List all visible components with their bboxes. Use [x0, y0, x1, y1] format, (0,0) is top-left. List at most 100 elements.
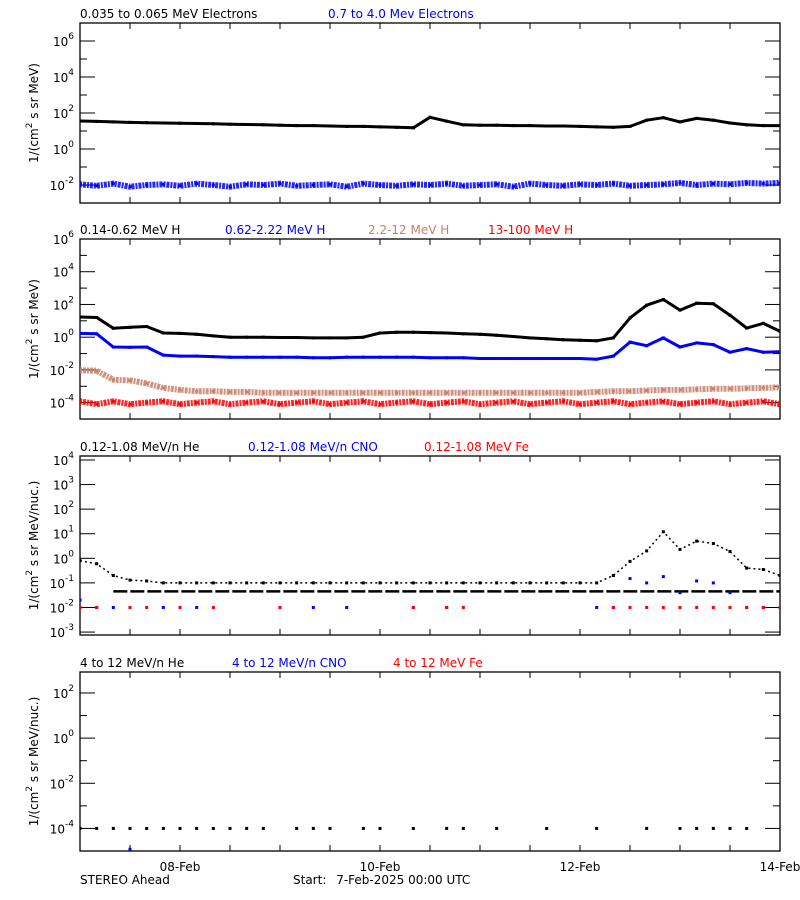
data-point: [545, 581, 549, 585]
data-point: [178, 581, 182, 585]
data-point: [561, 338, 565, 342]
data-point: [445, 826, 449, 830]
data-point: [461, 391, 465, 395]
data-point: [661, 182, 665, 186]
data-point: [728, 826, 732, 830]
data-point: [661, 399, 665, 403]
data-point: [711, 343, 715, 347]
data-point: [495, 123, 499, 127]
data-point: [461, 332, 465, 336]
data-point: [745, 326, 749, 330]
data-point: [728, 549, 732, 553]
data-point: [295, 391, 299, 395]
data-point: [495, 391, 499, 395]
data-point: [695, 401, 699, 405]
data-point: [178, 354, 182, 358]
plot-frame: [79, 455, 781, 636]
data-point: [161, 353, 165, 357]
data-point: [428, 356, 432, 360]
data-point: [661, 388, 665, 392]
data-point: [395, 330, 399, 334]
data-point: [95, 184, 99, 188]
data-point: [545, 124, 549, 128]
data-point: [645, 401, 649, 405]
data-point: [611, 125, 615, 129]
data-point: [345, 355, 349, 359]
data-point: [178, 184, 182, 188]
data-point: [445, 356, 449, 360]
data-point: [728, 313, 732, 317]
data-point: [245, 355, 249, 359]
data-point: [278, 336, 282, 340]
data-point: [328, 391, 332, 395]
data-point: [711, 302, 715, 306]
data-point: [111, 399, 115, 403]
series-4-to-12-mev-n-he: [80, 826, 749, 830]
data-point: [595, 183, 599, 187]
data-point: [545, 183, 549, 187]
data-point: [561, 391, 565, 395]
data-point: [328, 826, 332, 830]
data-point: [478, 391, 482, 395]
data-point: [595, 357, 599, 361]
data-point: [228, 826, 232, 830]
y-tick-label: 10-4: [50, 819, 75, 836]
data-point: [80, 605, 82, 609]
data-point: [595, 339, 599, 343]
data-point: [145, 345, 149, 349]
x-tick-label: 14-Feb: [760, 860, 800, 874]
data-point: [161, 399, 165, 403]
data-point: [295, 336, 299, 340]
data-point: [511, 356, 515, 360]
y-tick-label: 104: [53, 451, 74, 468]
data-point: [128, 325, 132, 329]
data-point: [578, 356, 582, 360]
data-point: [145, 183, 149, 187]
data-point: [761, 399, 765, 403]
data-point: [328, 336, 332, 340]
data-point: [195, 354, 199, 358]
data-point: [328, 124, 332, 128]
data-point: [711, 605, 715, 609]
data-point: [461, 399, 465, 403]
y-tick-label: 102: [53, 295, 74, 312]
data-point: [195, 389, 199, 393]
data-point: [678, 120, 682, 124]
data-point: [761, 350, 765, 354]
y-tick-label: 100: [53, 549, 74, 566]
data-point: [778, 573, 780, 577]
data-point: [278, 355, 282, 359]
data-point: [378, 355, 382, 359]
data-point: [645, 389, 649, 393]
data-point: [128, 345, 132, 349]
data-point: [428, 183, 432, 187]
data-point: [695, 539, 699, 543]
data-point: [261, 826, 265, 830]
y-tick-label: 10-2: [50, 598, 74, 615]
y-axis-label: 1/(cm2 s sr MeV/nuc.): [25, 697, 41, 827]
data-point: [678, 826, 682, 830]
data-point: [678, 591, 682, 595]
legend-entry: 0.12-1.08 MeV Fe: [424, 440, 529, 454]
data-point: [328, 182, 332, 186]
data-point: [528, 402, 532, 406]
data-point: [95, 369, 99, 373]
data-point: [745, 123, 749, 127]
data-point: [378, 402, 382, 406]
data-point: [628, 605, 632, 609]
data-point: [311, 391, 315, 395]
data-point: [628, 340, 632, 344]
y-tick-label: 102: [53, 684, 74, 701]
data-point: [478, 581, 482, 585]
data-point: [161, 826, 165, 830]
data-point: [645, 183, 649, 187]
data-point: [311, 605, 315, 609]
data-point: [395, 355, 399, 359]
data-point: [80, 119, 82, 123]
series-0-12-1-08-mev-fe: [80, 605, 780, 609]
data-point: [528, 336, 532, 340]
y-tick-label: 10-1: [50, 574, 74, 591]
data-point: [211, 399, 215, 403]
data-point: [228, 185, 232, 189]
data-point: [80, 598, 82, 602]
